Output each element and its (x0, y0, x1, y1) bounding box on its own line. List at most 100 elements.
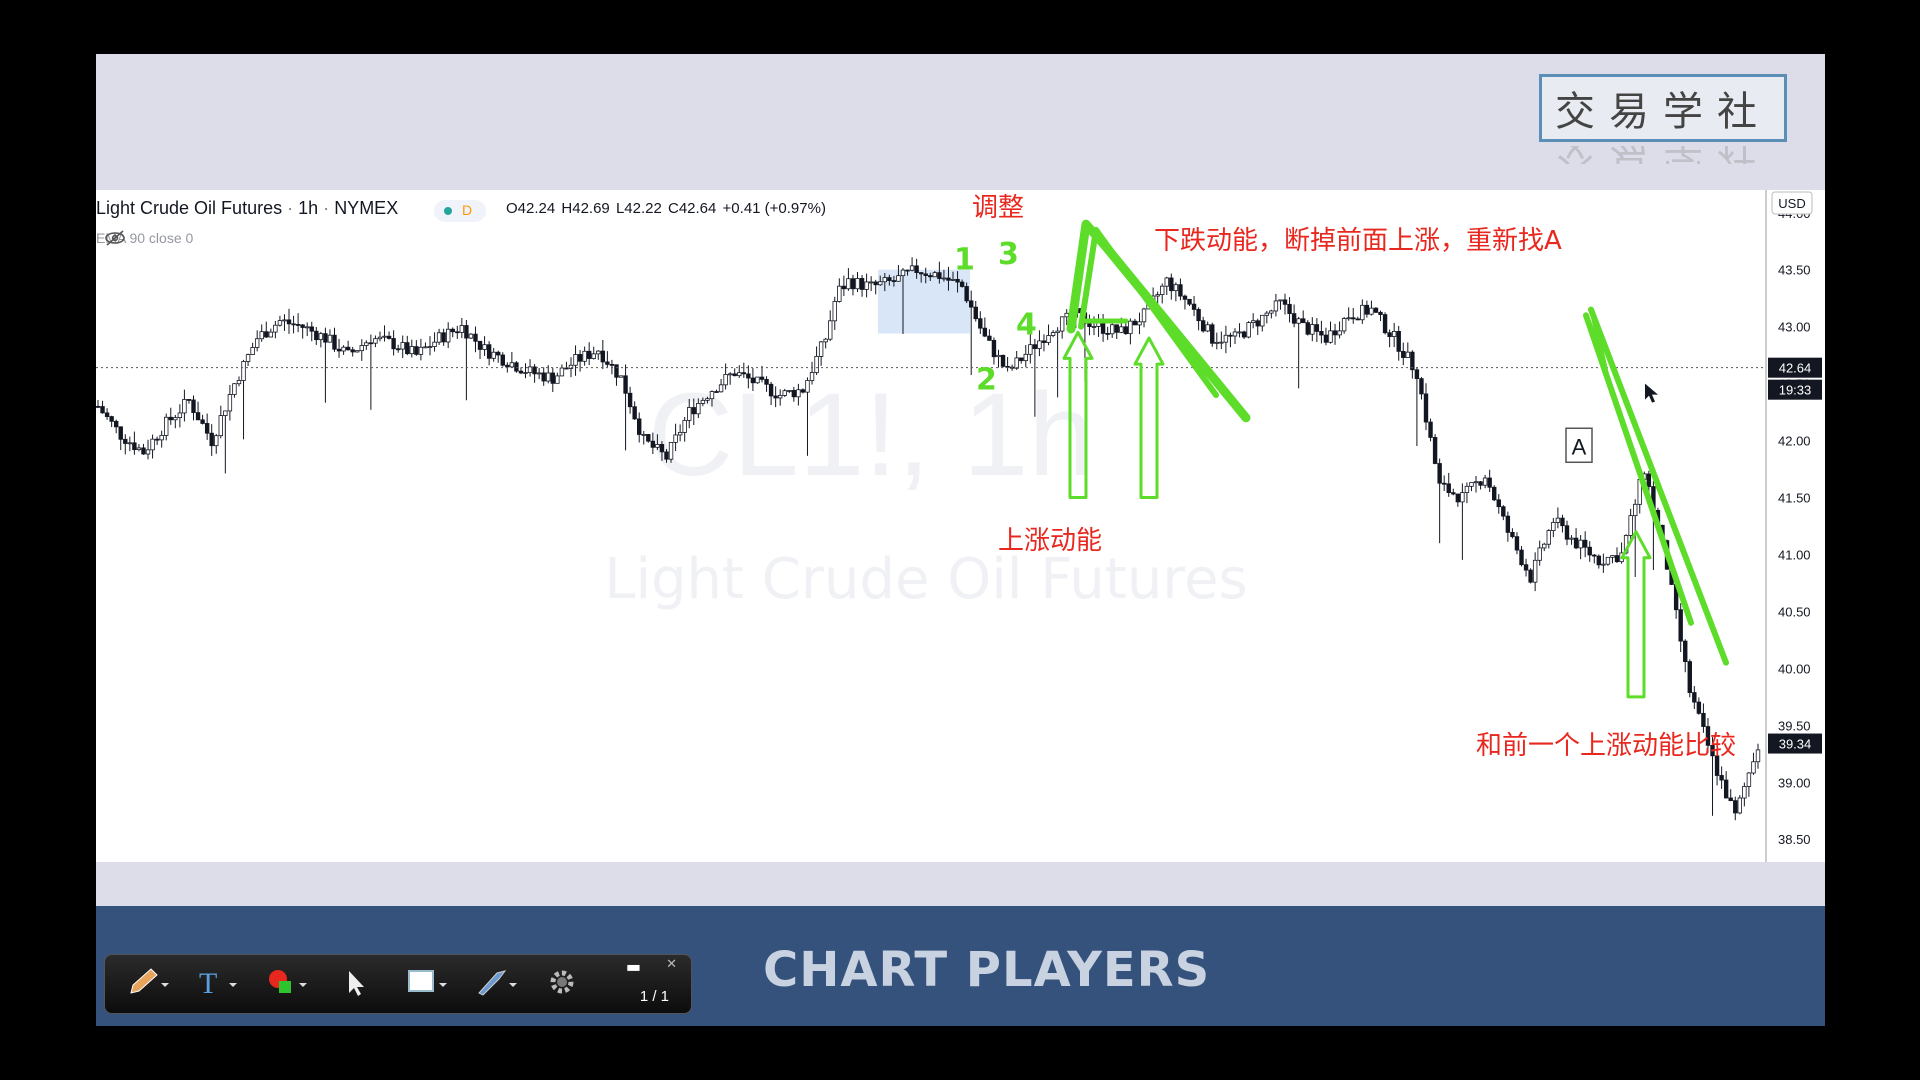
shape-tool-icon[interactable] (405, 965, 451, 999)
candle-body (1105, 333, 1110, 335)
candle-body (518, 370, 524, 374)
candle-body (1314, 324, 1320, 332)
candle-body (286, 319, 292, 325)
candle-body (1219, 341, 1224, 344)
candle-body (891, 280, 897, 282)
candle-body (1055, 330, 1060, 333)
countdown-value: 19:33 (1779, 383, 1812, 398)
open-value: O42.24 (506, 200, 556, 217)
market-status-pill[interactable]: D (434, 200, 486, 222)
indicator-legend[interactable]: EMA 90 close 0 (96, 230, 193, 246)
candle-body (1451, 492, 1456, 495)
color-picker-icon[interactable] (265, 965, 311, 999)
candle-body (1087, 322, 1092, 328)
candle-body (978, 318, 983, 329)
gear-icon[interactable] (545, 965, 591, 999)
up-arrow-1 (1062, 330, 1094, 500)
candle-body (1560, 517, 1565, 527)
candle-body (1328, 330, 1333, 343)
close-icon[interactable]: ✕ (666, 957, 677, 972)
watermark-name: Light Crude Oil Futures (604, 547, 1247, 612)
up-arrow-3 (1620, 530, 1652, 699)
candle-body (350, 349, 355, 353)
candle-body (937, 272, 942, 279)
candle-body (1137, 321, 1142, 326)
candle-body (1023, 353, 1028, 362)
candle-body (173, 417, 178, 421)
eraser-tool-icon[interactable] (475, 965, 521, 999)
candle-body (773, 395, 778, 399)
hidden-eye-icon[interactable] (104, 230, 126, 246)
marker-a-box (1565, 427, 1593, 464)
change-value: +0.41 (+0.97%) (722, 200, 826, 217)
pen-tool-icon[interactable] (125, 965, 171, 999)
candle-body (1223, 334, 1229, 343)
candle-body (1437, 463, 1442, 484)
candle-body (1532, 559, 1538, 583)
candle-body (1746, 772, 1752, 787)
candle-body (609, 363, 615, 366)
candle-body (1555, 517, 1561, 523)
candle-body (1232, 331, 1238, 337)
candle-body (455, 331, 460, 334)
candle-body (737, 372, 742, 377)
pointer-tool-icon[interactable] (335, 965, 381, 999)
candle-body (1464, 485, 1470, 494)
candle-body (650, 440, 656, 448)
candle-body (1528, 569, 1533, 583)
text-tool-icon[interactable]: T (195, 965, 241, 999)
candle-body (1537, 547, 1542, 561)
price-axis-tick: 41.50 (1778, 491, 1811, 506)
candle-body (1428, 421, 1433, 438)
candle-body (1542, 543, 1547, 549)
candle-body (1260, 314, 1265, 327)
candle-body (532, 366, 537, 375)
candle-body (182, 399, 187, 414)
candle-body (1505, 515, 1511, 533)
candle-body (1178, 284, 1183, 297)
candle-body (750, 377, 756, 384)
candle-body (1405, 351, 1411, 358)
candle-body (832, 301, 837, 322)
candle-body (132, 442, 137, 451)
candle-body (668, 441, 674, 460)
candle-body (1273, 300, 1279, 312)
candle-body (627, 392, 633, 408)
footer-bar: CHART PLAYERS T (96, 906, 1825, 1026)
candle-body (1605, 556, 1611, 565)
interval-label: 1h (298, 198, 319, 218)
candle-body (1246, 322, 1251, 338)
candle-body (932, 272, 938, 278)
currency-label: USD (1778, 196, 1805, 211)
candle-body (1419, 378, 1424, 395)
candle-body (1496, 499, 1501, 508)
candle-body (1278, 299, 1283, 302)
candle-body (1441, 482, 1447, 485)
candle-body (1264, 312, 1270, 316)
candle-body (332, 334, 337, 350)
candle-body (941, 277, 947, 280)
candle-body (1351, 317, 1356, 320)
candle-body (1755, 749, 1761, 763)
candle-body (141, 447, 146, 455)
candle-body (673, 434, 678, 443)
candle-body (878, 281, 883, 286)
candle-body (1678, 609, 1683, 642)
minimize-button[interactable]: ▬ (625, 957, 641, 976)
candle-body (996, 354, 1001, 358)
annotation-toolbar[interactable]: T ▬ ✕ (104, 954, 692, 1014)
candle-body (1164, 277, 1169, 287)
candle-body (109, 416, 114, 422)
candle-body (1250, 320, 1256, 324)
candle-body (1596, 555, 1602, 566)
candle-body (1182, 295, 1188, 300)
candle-body (777, 395, 783, 399)
candle-body (1160, 285, 1165, 296)
candle-body (291, 323, 296, 326)
currency-button[interactable] (1771, 191, 1813, 215)
candle-body (973, 306, 978, 320)
candle-body (432, 341, 437, 347)
candle-body (1237, 331, 1242, 334)
